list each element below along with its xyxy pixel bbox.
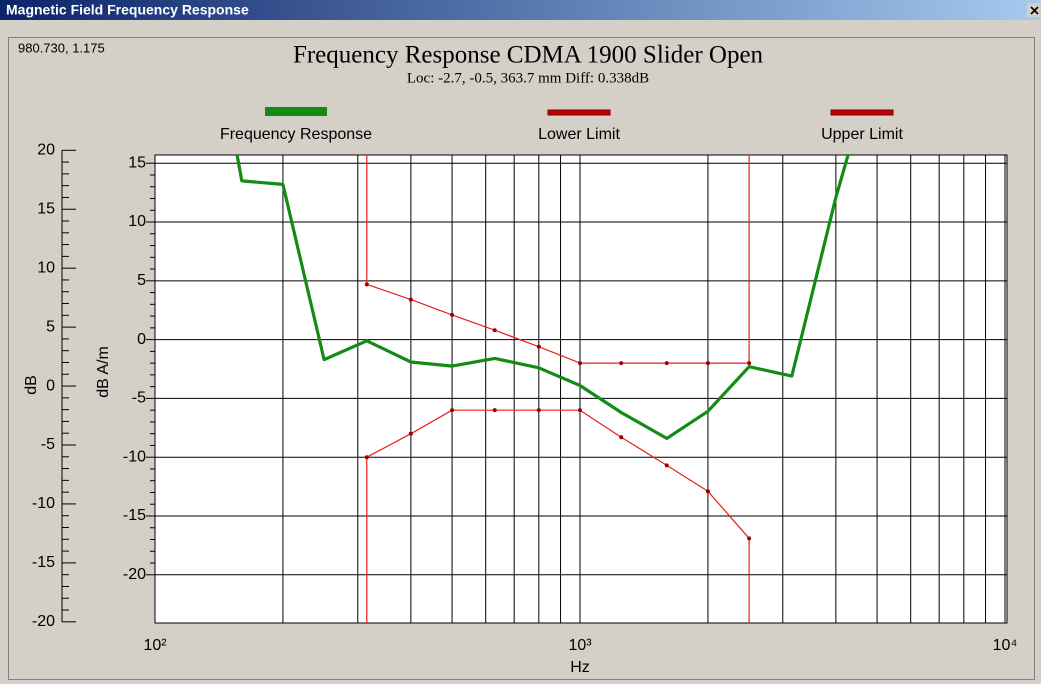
limit-point bbox=[664, 361, 669, 366]
x-axis-label: Hz bbox=[570, 659, 590, 676]
limit-point bbox=[664, 463, 669, 468]
limit-point bbox=[450, 408, 455, 413]
limit-point bbox=[364, 282, 369, 287]
y-tick-label: 10 bbox=[128, 213, 146, 230]
y-tick-label: -10 bbox=[123, 448, 146, 465]
y2-tick-label: 10 bbox=[37, 259, 55, 276]
y2-tick-label: 20 bbox=[37, 142, 55, 159]
series-line bbox=[366, 283, 750, 364]
grid bbox=[154, 155, 1007, 623]
panel-border bbox=[8, 37, 1035, 680]
limit-point bbox=[747, 536, 752, 541]
legend-swatch bbox=[265, 107, 327, 116]
y2-tick-label: -15 bbox=[32, 554, 55, 571]
y-tick-label: -5 bbox=[132, 390, 146, 407]
limit-point bbox=[492, 328, 497, 333]
series-line bbox=[366, 409, 750, 539]
limit-point bbox=[408, 431, 413, 436]
limit-point bbox=[705, 361, 710, 366]
legend-swatch bbox=[547, 109, 611, 116]
window-title: Magnetic Field Frequency Response bbox=[6, 2, 249, 18]
y2-tick-label: -10 bbox=[32, 495, 55, 512]
limit-point bbox=[536, 344, 541, 349]
limit-point bbox=[705, 489, 710, 494]
legend-label: Upper Limit bbox=[821, 126, 903, 143]
cursor-readout: 980.730, 1.175 bbox=[18, 40, 105, 55]
limit-point bbox=[747, 361, 752, 366]
y-axis-label: dB A/m bbox=[95, 346, 112, 398]
limit-point bbox=[578, 408, 582, 413]
y2-tick-label: 0 bbox=[46, 377, 55, 394]
y-tick-label: -20 bbox=[123, 566, 146, 583]
x-tick-label: 10² bbox=[143, 637, 167, 654]
legend-label: Frequency Response bbox=[220, 126, 372, 143]
series-line bbox=[235, 155, 850, 440]
legend-swatch bbox=[830, 109, 894, 116]
limit-point bbox=[619, 435, 624, 440]
x-tick-label: 10⁴ bbox=[993, 637, 1018, 654]
y-tick-label: 0 bbox=[137, 331, 146, 348]
limit-point bbox=[408, 297, 413, 302]
plot-area bbox=[154, 154, 1008, 624]
x-tick-label: 10³ bbox=[568, 637, 592, 654]
y-tick-label: -15 bbox=[123, 507, 146, 524]
y2-tick-label: -5 bbox=[41, 436, 55, 453]
limit-point bbox=[578, 361, 582, 366]
title-bar bbox=[0, 0, 1041, 20]
chart-subtitle: Loc: -2.7, -0.5, 363.7 mm Diff: 0.338dB bbox=[407, 70, 649, 86]
y2-tick-label: 5 bbox=[46, 318, 55, 335]
legend-label: Lower Limit bbox=[538, 126, 620, 143]
y-tick-label: 15 bbox=[128, 154, 146, 171]
limit-point bbox=[536, 408, 541, 413]
limit-point bbox=[492, 408, 497, 413]
chart-title: Frequency Response CDMA 1900 Slider Open bbox=[293, 42, 764, 69]
limit-point bbox=[450, 312, 455, 317]
limit-point bbox=[619, 361, 624, 366]
y2-tick-label: 15 bbox=[37, 200, 55, 217]
limit-point bbox=[364, 455, 369, 460]
y2-axis-label: dB bbox=[23, 375, 40, 395]
plot-series bbox=[235, 155, 850, 623]
y2-tick-label: -20 bbox=[32, 613, 55, 630]
close-button[interactable] bbox=[1027, 3, 1041, 17]
y-tick-label: 5 bbox=[137, 272, 146, 289]
